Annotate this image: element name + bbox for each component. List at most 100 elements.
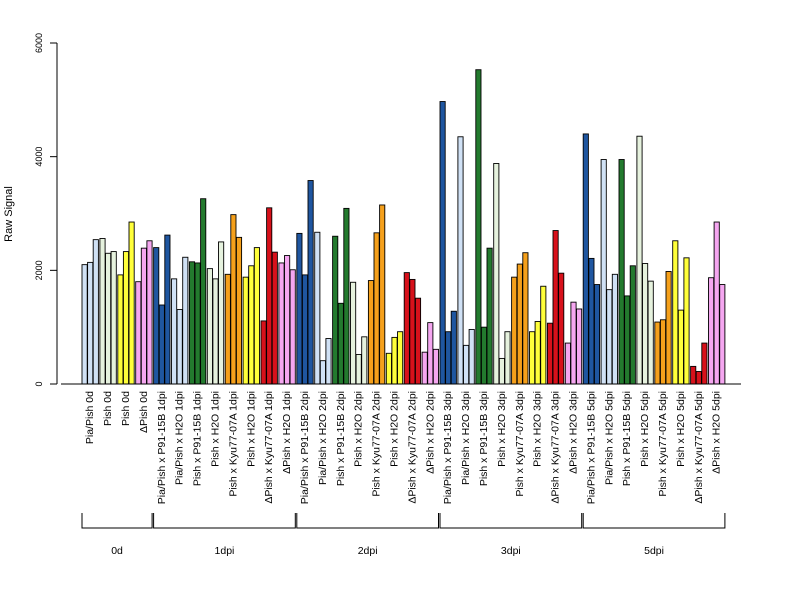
bar: [493, 163, 500, 385]
bar: [606, 289, 613, 385]
bar: [284, 255, 291, 385]
y-tick-label: 0: [34, 381, 44, 386]
bar: [570, 301, 577, 385]
bar: [432, 348, 439, 385]
bar: [182, 256, 189, 385]
bar: [224, 273, 231, 385]
bar: [158, 304, 165, 385]
bar: [540, 285, 547, 385]
bar: [200, 198, 207, 385]
bar: [582, 133, 589, 385]
bar: [176, 309, 183, 385]
bar: [253, 247, 260, 385]
x-tick-label: Pish x P91-15B 5dpi: [621, 391, 633, 486]
group-label: 2dpi: [358, 545, 378, 557]
bar: [445, 331, 452, 385]
x-tick-label: Pia/Pish 0d: [84, 391, 96, 444]
group-label: 3dpi: [501, 545, 521, 557]
group-bracket: [439, 513, 583, 529]
x-tick-label: Pia/Pish x H2O 5dpi: [603, 391, 615, 485]
bar: [355, 353, 362, 385]
bar: [475, 69, 482, 385]
bar: [576, 308, 583, 385]
bar: [110, 251, 117, 385]
bar: [87, 261, 94, 385]
bar: [105, 252, 112, 385]
bar: [546, 322, 554, 385]
x-tick-label: Pish x P91-15B 3dpi: [478, 391, 490, 486]
group-bracket: [153, 513, 296, 529]
y-axis: 0 2000 4000 6000: [34, 33, 58, 387]
x-tick-label: ΔPish x H2O 5dpi: [711, 391, 723, 474]
bar: [708, 277, 715, 385]
bar: [397, 331, 404, 385]
bar: [373, 232, 380, 385]
x-tick-label: ΔPish x H2O 3dpi: [568, 391, 580, 474]
x-tick-label: Pia/Pish x P91-15B 2dpi: [299, 391, 311, 504]
bar: [468, 328, 475, 385]
bar: [629, 265, 636, 385]
bar: [647, 280, 654, 385]
bar: [480, 326, 488, 385]
x-tick-label: ΔPish x Kyu77-07A 5dpi: [693, 391, 705, 504]
bar: [140, 247, 147, 385]
x-tick-label: Pish x H2O 3dpi: [496, 391, 508, 467]
group-label: 0d: [111, 545, 123, 557]
y-tick-label: 4000: [34, 147, 44, 167]
bar: [690, 365, 697, 385]
bar: [683, 257, 690, 385]
x-tick-label: ΔPish x Kyu77-07A 3dpi: [550, 391, 562, 504]
x-tick-label: ΔPish x H2O 1dpi: [281, 391, 293, 474]
bar: [128, 221, 135, 385]
group-brackets: 0d 1dpi 2dpi 3dpi 5dpi: [81, 513, 726, 557]
bars: [81, 69, 726, 385]
bar: [343, 207, 350, 385]
x-tick-label: Pish x Kyu77-07A 3dpi: [514, 391, 526, 497]
bar: [439, 101, 446, 385]
group-bracket: [81, 513, 153, 529]
bar: [319, 360, 326, 385]
bar: [391, 336, 398, 385]
bar: [564, 342, 571, 385]
bar: [206, 268, 213, 385]
bar: [529, 331, 536, 385]
bar: [588, 257, 595, 385]
bar: [307, 180, 314, 385]
x-tick-label: Pish x Kyu77-07A 1dpi: [227, 391, 239, 497]
bar: [135, 281, 142, 385]
bar: [296, 232, 303, 385]
bar: [695, 371, 702, 385]
bar: [504, 331, 511, 385]
bar: [450, 310, 457, 385]
group-label: 1dpi: [215, 545, 235, 557]
bar: [235, 236, 243, 385]
x-tick-label: Pia/Pish x H2O 1dpi: [174, 391, 186, 485]
bar: [463, 344, 470, 385]
bar: [164, 234, 171, 385]
bar: [266, 207, 273, 385]
x-tick-label: Pia/Pish x P91-15B 3dpi: [442, 391, 454, 504]
bar: [385, 352, 392, 385]
bar: [350, 281, 357, 385]
bar: [248, 265, 255, 385]
bar: [642, 263, 649, 385]
bar: [600, 159, 607, 385]
x-tick-labels: Pia/Pish 0d Pish 0d Pish 0d ΔPish 0d Pia/Pis…: [84, 391, 723, 504]
x-tick-label: Pish x H2O 2dpi: [389, 391, 401, 467]
y-tick-label: 6000: [34, 33, 44, 53]
bar: [511, 276, 518, 385]
x-tick-label: Pish x H2O 2dpi: [353, 391, 365, 467]
bar: [534, 321, 541, 385]
bar: [367, 280, 375, 385]
x-tick-label: Pish x H2O 1dpi: [210, 391, 222, 467]
bar: [337, 302, 344, 385]
bar: [624, 295, 631, 385]
x-tick-label: ΔPish x H2O 2dpi: [424, 391, 436, 474]
x-tick-label: Pia/Pish x H2O 3dpi: [460, 391, 472, 485]
x-tick-label: ΔPish 0d: [138, 391, 150, 433]
bar: [325, 338, 332, 385]
bar: [457, 136, 464, 385]
bar: [409, 278, 416, 385]
bar: [260, 320, 267, 385]
